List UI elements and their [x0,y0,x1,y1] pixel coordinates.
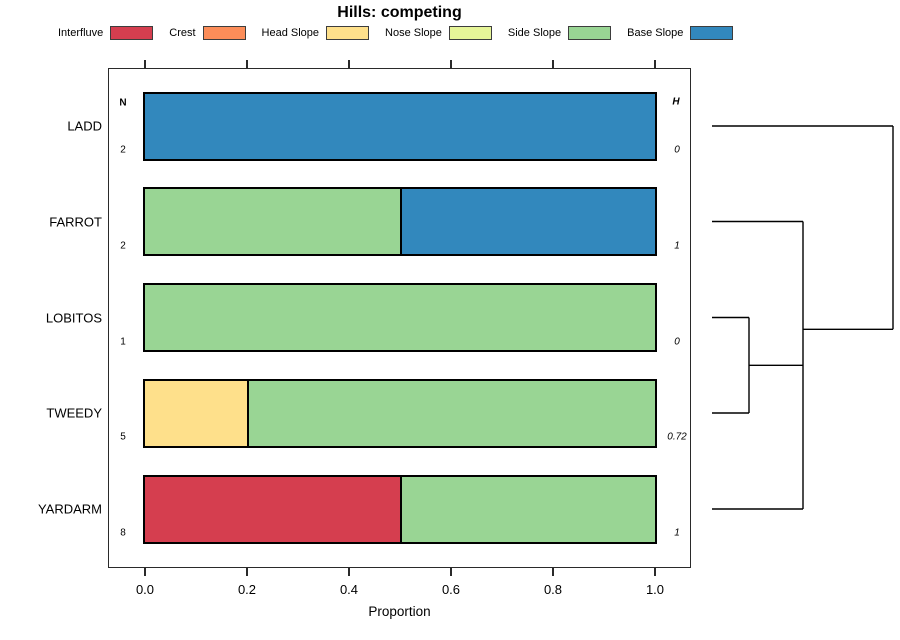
n-value: 2 [120,240,126,251]
row-label-yardarm: YARDARM [37,501,102,517]
x-axis-tick-top [450,60,452,68]
bar-segment-base-slope [400,189,655,254]
bar-segment-side-slope [400,476,655,542]
stacked-bar-tweedy [143,378,657,448]
h-value: 1 [674,240,680,251]
bar-segment-base-slope [145,93,655,159]
legend-item-label: Crest [169,27,196,39]
h-value: 0.72 [667,431,687,443]
x-tick-label: 1.0 [645,582,665,597]
h-value: 0 [674,336,680,347]
legend-item-label: Nose Slope [385,27,442,39]
x-axis-tick-bottom [654,568,656,576]
plot-area-border [108,68,691,568]
legend-item-base-slope: Base Slope [627,26,734,40]
x-tick-label: 0.8 [543,582,563,597]
x-axis-tick-top [144,60,146,68]
bar-segment-head-slope [145,380,247,446]
legend-item-label: Base Slope [627,27,684,39]
row-label-farrot: FARROT [49,214,102,229]
x-axis-tick-bottom [552,568,554,576]
legend-color-swatch [326,26,370,40]
legend-item-side-slope: Side Slope [507,26,612,40]
row-label-tweedy: TWEEDY [46,405,102,421]
n-value: 2 [120,144,126,156]
bar-segment-side-slope [145,189,400,254]
legend-color-swatch [448,26,492,40]
legend-item-crest: Crest [169,26,246,40]
row-label-ladd: LADD [67,118,102,134]
n-value: 5 [120,431,126,443]
stacked-bar-lobitos [143,283,657,352]
legend-item-interfluve: Interfluve [58,26,154,40]
x-axis-tick-top [246,60,248,68]
legend-color-swatch [568,26,612,40]
legend-item-label: Interfluve [58,27,104,39]
x-axis-title: Proportion [368,604,431,619]
n-value: 8 [120,527,126,539]
x-axis-tick-top [654,60,656,68]
legend-item-label: Head Slope [261,27,320,39]
x-axis-tick-top [348,60,350,68]
x-axis-tick-bottom [348,568,350,576]
stacked-bar-ladd [143,91,657,161]
n-column-header: N [119,97,127,109]
x-tick-label: 0.0 [135,582,155,597]
legend-color-swatch [690,26,734,40]
x-tick-label: 0.2 [237,582,257,597]
bar-segment-interfluve [145,476,400,542]
x-axis-tick-bottom [246,568,248,576]
legend-item-head-slope: Head Slope [262,26,370,40]
x-tick-label: 0.4 [339,582,359,597]
chart-title: Hills: competing [337,4,462,21]
row-label-lobitos: LOBITOS [45,310,102,325]
legend-color-swatch [110,26,154,40]
bar-segment-side-slope [247,380,655,446]
x-axis-tick-bottom [450,568,452,576]
n-value: 1 [120,336,126,347]
legend: Interfluve Crest Head Slope Nose Slope Side … [58,26,734,40]
legend-color-swatch [202,26,246,40]
h-column-header: H [672,96,680,108]
legend-item-label: Side Slope [507,27,562,39]
legend-item-nose-slope: Nose Slope [385,26,492,40]
stacked-bar-farrot [143,187,657,256]
h-value: 1 [674,527,680,539]
stacked-bar-yardarm [143,474,657,544]
h-value: 0 [674,144,680,156]
x-axis-tick-bottom [144,568,146,576]
bar-segment-side-slope [145,285,655,350]
x-tick-label: 0.6 [441,582,461,597]
x-axis-tick-top [552,60,554,68]
